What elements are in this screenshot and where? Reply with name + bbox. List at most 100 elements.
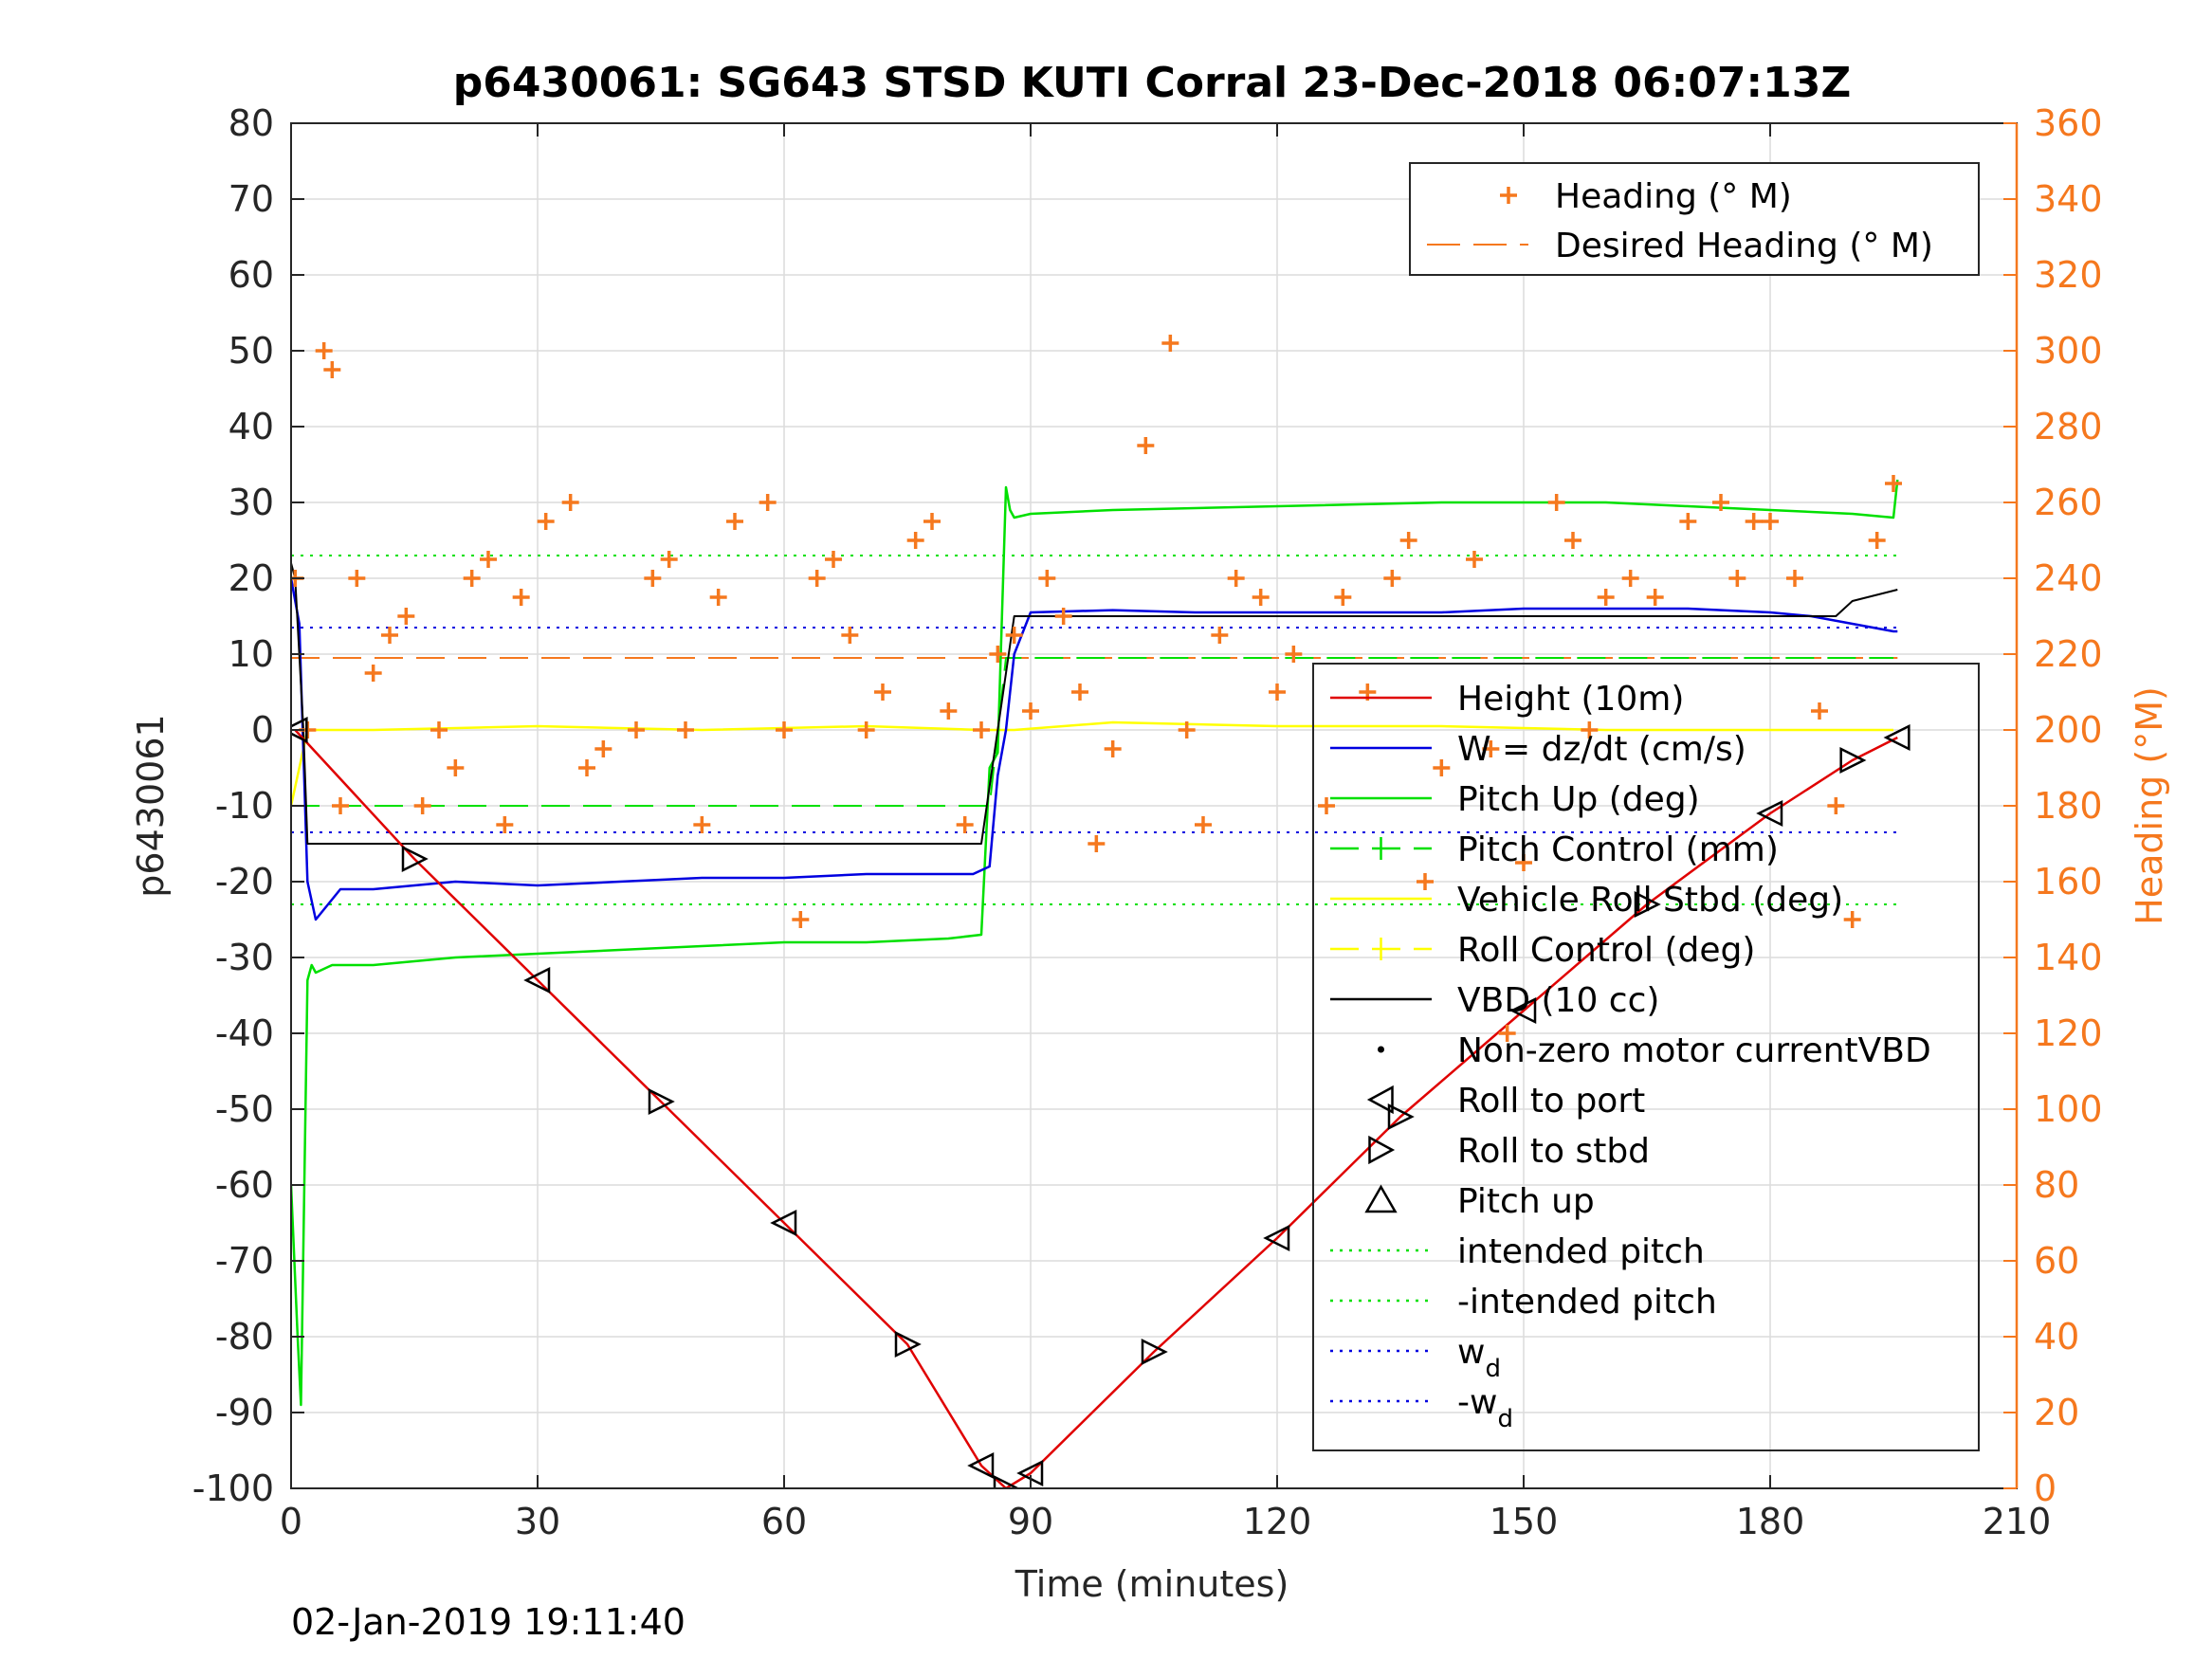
- heading-point: [1811, 702, 1828, 720]
- heading-point: [1745, 513, 1763, 530]
- legend-swatch: [1366, 1085, 1394, 1115]
- x-tick-label: 30: [515, 1501, 560, 1542]
- heading-point: [989, 646, 1007, 663]
- y-tick-right-label: 40: [2034, 1316, 2079, 1358]
- heading-point: [973, 721, 990, 738]
- legend-main-label-text: -intended pitch: [1457, 1283, 1717, 1322]
- y-tick-left-label: -20: [215, 861, 274, 902]
- legend-main-label-text: intended pitch: [1457, 1232, 1705, 1271]
- legend-main-label-subscript: d: [1497, 1405, 1513, 1433]
- roll-to-stbd-marker: [648, 1087, 675, 1116]
- heading-point: [1762, 513, 1779, 530]
- footer-timestamp: 02-Jan-2019 19:11:40: [291, 1601, 686, 1643]
- heading-point: [1227, 570, 1245, 587]
- heading-point: [709, 589, 727, 606]
- y-tick-right-label: 340: [2034, 178, 2103, 220]
- heading-point: [537, 513, 555, 530]
- heading-point: [776, 721, 793, 738]
- heading-point: [1178, 721, 1196, 738]
- y-tick-right-label: 180: [2034, 785, 2103, 827]
- heading-point: [1022, 702, 1039, 720]
- y-tick-right-label: 160: [2034, 861, 2103, 902]
- y-tick-right-label: 120: [2034, 1012, 2103, 1054]
- x-tick-label: 150: [1490, 1501, 1559, 1542]
- y-tick-right-label: 60: [2034, 1240, 2079, 1282]
- heading-point: [1054, 608, 1072, 625]
- legend-main-box: [1312, 663, 1980, 1451]
- y-tick-right-label: 200: [2034, 709, 2103, 751]
- y-tick-right-label: 360: [2034, 102, 2103, 144]
- legend-main-label: Pitch up: [1457, 1182, 1595, 1221]
- heading-point: [323, 361, 341, 378]
- heading-point: [940, 702, 958, 720]
- legend-heading-swatch: [1500, 187, 1517, 204]
- roll-to-stbd-marker: [993, 1474, 1020, 1488]
- x-tick-label: 120: [1243, 1501, 1312, 1542]
- heading-point: [1252, 589, 1270, 606]
- y-axis-left-label: p6430061: [130, 714, 172, 897]
- legend-main-label: Height (10m): [1457, 680, 1684, 719]
- x-tick-label: 0: [280, 1501, 302, 1542]
- heading-point: [726, 513, 743, 530]
- legend-swatch: [1368, 1135, 1396, 1165]
- heading-point: [496, 816, 514, 833]
- legend-main-label: VBD (10 cc): [1457, 981, 1659, 1020]
- roll-to-port-marker: [1883, 723, 1910, 752]
- roll-to-port-marker: [1756, 799, 1783, 828]
- legend-main-label: Vehicle Roll Stbd (deg): [1457, 881, 1843, 920]
- legend-heading-box: [1409, 162, 1980, 276]
- x-axis: 0 30 60 90 120 150 180 210: [280, 123, 2051, 1542]
- heading-point: [447, 759, 465, 776]
- y-axis-left: -100-90-80-70-60-50-40-30-20-10010203040…: [192, 102, 304, 1509]
- y-tick-left-label: -90: [215, 1392, 274, 1433]
- heading-point: [315, 342, 333, 359]
- y-tick-right-label: 0: [2034, 1468, 2057, 1509]
- heading-point: [480, 551, 497, 568]
- y-tick-right-label: 100: [2034, 1088, 2103, 1130]
- heading-point: [1482, 740, 1500, 757]
- roll-to-port-marker: [967, 1451, 995, 1480]
- heading-point: [1318, 797, 1335, 814]
- heading-point: [1137, 437, 1155, 454]
- heading-point: [397, 608, 415, 625]
- heading-point: [1621, 570, 1639, 587]
- roll-to-port-marker: [291, 716, 308, 744]
- heading-point: [906, 532, 924, 549]
- heading-point: [1827, 797, 1845, 814]
- legend-main-label-text: Height (10m): [1457, 680, 1684, 719]
- series-height: [294, 729, 1898, 1488]
- y-tick-right-label: 80: [2034, 1164, 2079, 1206]
- legend-main-label: intended pitch: [1457, 1232, 1705, 1271]
- y-tick-left-label: -80: [215, 1316, 274, 1358]
- legend-main-label: -intended pitch: [1457, 1283, 1717, 1322]
- y-tick-right-label: 260: [2034, 482, 2103, 523]
- legend-main-label-subscript: d: [1485, 1355, 1501, 1383]
- roll-to-port-marker: [770, 1209, 797, 1237]
- y-tick-left-label: -50: [215, 1088, 274, 1130]
- heading-point: [1269, 684, 1286, 701]
- heading-point: [1843, 911, 1861, 928]
- roll-to-port-marker: [1509, 996, 1537, 1025]
- x-tick-label: 180: [1736, 1501, 1805, 1542]
- y-tick-right-label: 280: [2034, 406, 2103, 447]
- y-tick-left-label: 40: [229, 406, 274, 447]
- y-tick-right-label: 300: [2034, 330, 2103, 372]
- legend-main-label-text: Roll Control (deg): [1457, 931, 1755, 970]
- legend-main-label: Roll Control (deg): [1457, 931, 1755, 970]
- roll-to-stbd-marker: [894, 1330, 922, 1358]
- heading-point: [1088, 835, 1106, 852]
- heading-point: [1038, 570, 1056, 587]
- roll-to-stbd-marker: [1141, 1338, 1168, 1366]
- heading-point: [332, 797, 349, 814]
- legend-swatch: [1378, 1046, 1384, 1053]
- heading-point: [561, 494, 579, 511]
- heading-point: [1547, 494, 1565, 511]
- legend-main-label-text: W = dz/dt (cm/s): [1457, 730, 1746, 769]
- heading-point: [1005, 627, 1023, 644]
- heading-point: [1868, 532, 1886, 549]
- y-tick-left-label: -30: [215, 937, 274, 978]
- heading-point: [1712, 494, 1729, 511]
- heading-point: [644, 570, 662, 587]
- y-tick-left-label: 80: [229, 102, 274, 144]
